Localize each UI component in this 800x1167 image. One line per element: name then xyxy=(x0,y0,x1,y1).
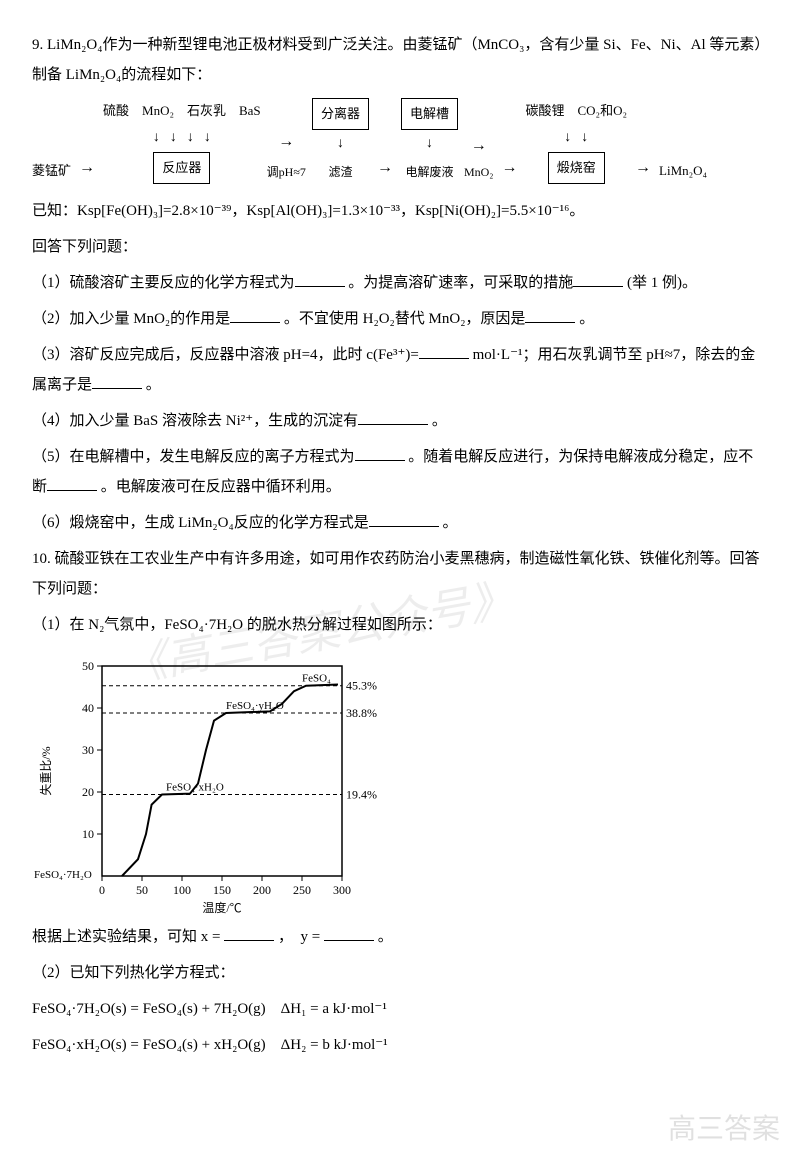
flow-residue: 滤渣 xyxy=(328,160,352,184)
q10-eq1: FeSO₄·7H₂O(s) = FeSO₄(s) + 7H₂O(g) ΔH₁ =… xyxy=(32,994,768,1024)
q10-1: （1）在 N₂气氛中，FeSO₄·7H₂O 的脱水热分解过程如图所示： xyxy=(32,610,768,640)
flow-end: LiMn₂O₄ xyxy=(659,158,707,184)
svg-text:200: 200 xyxy=(253,883,271,897)
arrow-icon: → xyxy=(469,130,489,162)
blank xyxy=(224,925,274,941)
arrow-icon: → xyxy=(500,152,520,184)
svg-text:300: 300 xyxy=(333,883,351,897)
q9-3: （3）溶矿反应完成后，反应器中溶液 pH=4，此时 c(Fe³⁺)= mol·L… xyxy=(32,340,768,400)
svg-text:40: 40 xyxy=(82,701,94,715)
q9-2: （2）加入少量 MnO₂的作用是 。不宜使用 H₂O₂替代 MnO₂，原因是 。 xyxy=(32,304,768,334)
svg-text:30: 30 xyxy=(82,743,94,757)
arrow-icon: → xyxy=(276,126,296,158)
tga-chart: 0 50 100 150 200 250 300 10 20 30 40 50 温度/℃ 失重比/% 19.… xyxy=(32,646,412,916)
q9-4: （4）加入少量 BaS 溶液除去 Ni²⁺，生成的沉淀有 。 xyxy=(32,406,768,436)
svg-text:FeSO₄·yH₂O: FeSO₄·yH₂O xyxy=(226,700,284,712)
flow-start: 菱锰矿 xyxy=(32,158,71,184)
blank xyxy=(230,307,280,323)
text: 。不宜使用 H₂O₂替代 MnO₂，原因是 xyxy=(284,311,526,327)
svg-text:0: 0 xyxy=(99,883,105,897)
q9-intro: 9. LiMn₂O₄作为一种新型锂电池正极材料受到广泛关注。由菱锰矿（MnCO₃… xyxy=(32,30,768,90)
q9-6: （6）煅烧窑中，生成 LiMn₂O₄反应的化学方程式是 。 xyxy=(32,508,768,538)
svg-text:19.4%: 19.4% xyxy=(346,788,377,802)
blank xyxy=(355,445,405,461)
text: 。为提高溶矿速率，可采取的措施 xyxy=(348,275,573,291)
svg-text:150: 150 xyxy=(213,883,231,897)
flow-box-reactor: 反应器 xyxy=(153,152,210,184)
arrow-icon: → xyxy=(375,152,395,184)
q9-flowchart: 菱锰矿 → 硫酸 MnO₂ 石灰乳 BaS ↓↓↓↓ 反应器 → 调pH≈7 分… xyxy=(32,98,768,184)
svg-text:失重比/%: 失重比/% xyxy=(38,746,53,795)
blank xyxy=(358,409,428,425)
svg-text:FeSO₄·xH₂O: FeSO₄·xH₂O xyxy=(166,782,224,794)
corner-watermark: 高三答案 xyxy=(668,1101,780,1157)
flow-box-separator: 分离器 xyxy=(312,98,369,130)
text: 。 xyxy=(579,311,594,327)
flow-ph-label: 调pH≈7 xyxy=(267,160,306,184)
blank xyxy=(92,373,142,389)
flow-inputs-1: 硫酸 MnO₂ 石灰乳 BaS xyxy=(103,98,261,124)
blank xyxy=(573,271,623,287)
text: (举 1 例)。 xyxy=(627,275,697,291)
q9-known: 已知：Ksp[Fe(OH)₃]=2.8×10⁻³⁹，Ksp[Al(OH)₃]=1… xyxy=(32,196,768,226)
text: 。电解废液可在反应器中循环利用。 xyxy=(101,479,341,495)
q10-2: （2）已知下列热化学方程式： xyxy=(32,958,768,988)
flow-waste: 电解废液 xyxy=(405,160,453,184)
q10-intro: 10. 硫酸亚铁在工农业生产中有许多用途，如可用作农药防治小麦黑穗病，制造磁性氧… xyxy=(32,544,768,604)
flow-box-kiln: 煅烧窑 xyxy=(548,152,605,184)
text: （6）煅烧窑中，生成 LiMn₂O₄反应的化学方程式是 xyxy=(32,515,369,531)
svg-text:20: 20 xyxy=(82,785,94,799)
text: 。 xyxy=(146,377,161,393)
q10-1-result: 根据上述实验结果，可知 x = ， y = 。 xyxy=(32,922,768,952)
flow-inputs-4: 碳酸锂 CO₂和O₂ xyxy=(526,98,628,124)
text: （4）加入少量 BaS 溶液除去 Ni²⁺，生成的沉淀有 xyxy=(32,413,358,429)
svg-text:50: 50 xyxy=(82,659,94,673)
svg-text:38.8%: 38.8% xyxy=(346,706,377,720)
text: （5）在电解槽中，发生电解反应的离子方程式为 xyxy=(32,449,355,465)
text: 。 xyxy=(432,413,447,429)
arrow-icon: → xyxy=(77,152,97,184)
blank xyxy=(47,475,97,491)
text: （2）加入少量 MnO₂的作用是 xyxy=(32,311,230,327)
text: 根据上述实验结果，可知 x = xyxy=(32,929,224,945)
blank xyxy=(419,343,469,359)
svg-text:100: 100 xyxy=(173,883,191,897)
text: （3）溶矿反应完成后，反应器中溶液 pH=4，此时 c(Fe³⁺)= xyxy=(32,347,419,363)
flow-mno2: MnO₂ xyxy=(464,160,494,184)
arrow-icon: → xyxy=(633,152,653,184)
blank xyxy=(369,511,439,527)
q9-5: （5）在电解槽中，发生电解反应的离子方程式为 。随着电解反应进行，为保持电解液成… xyxy=(32,442,768,502)
svg-text:250: 250 xyxy=(293,883,311,897)
q10-eq2: FeSO₄·xH₂O(s) = FeSO₄(s) + xH₂O(g) ΔH₂ =… xyxy=(32,1030,768,1060)
q9-answer-prompt: 回答下列问题： xyxy=(32,232,768,262)
blank xyxy=(295,271,345,287)
svg-text:FeSO₄·7H₂O: FeSO₄·7H₂O xyxy=(34,869,92,881)
blank xyxy=(525,307,575,323)
text: （1）硫酸溶矿主要反应的化学方程式为 xyxy=(32,275,295,291)
svg-text:10: 10 xyxy=(82,827,94,841)
text: 。 xyxy=(378,929,393,945)
flow-box-electrolysis: 电解槽 xyxy=(401,98,458,130)
svg-text:FeSO₄: FeSO₄ xyxy=(302,673,331,685)
svg-text:45.3%: 45.3% xyxy=(346,679,377,693)
svg-text:50: 50 xyxy=(136,883,148,897)
text: ， y = xyxy=(278,929,324,945)
svg-text:温度/℃: 温度/℃ xyxy=(202,900,241,915)
q9-1: （1）硫酸溶矿主要反应的化学方程式为 。为提高溶矿速率，可采取的措施 (举 1 … xyxy=(32,268,768,298)
text: 。 xyxy=(442,515,457,531)
blank xyxy=(324,925,374,941)
